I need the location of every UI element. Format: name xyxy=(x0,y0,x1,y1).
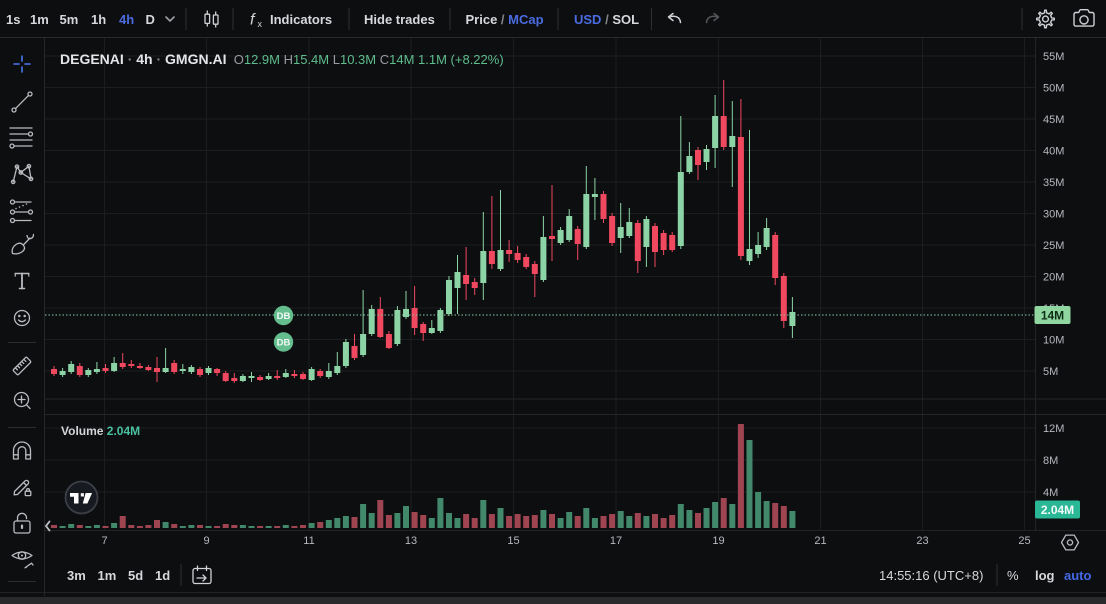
svg-text:5M: 5M xyxy=(1043,366,1058,378)
svg-text:2.04M: 2.04M xyxy=(1041,503,1074,517)
svg-text:f: f xyxy=(250,12,256,29)
svg-text:50M: 50M xyxy=(1043,83,1064,95)
svg-text:4M: 4M xyxy=(1043,487,1058,499)
svg-text:8M: 8M xyxy=(1043,455,1058,467)
svg-text:20M: 20M xyxy=(1043,272,1064,284)
svg-text:45M: 45M xyxy=(1043,114,1064,126)
svg-text:DB: DB xyxy=(277,311,291,322)
svg-text:40M: 40M xyxy=(1043,146,1064,158)
svg-text:12M: 12M xyxy=(1043,423,1064,435)
svg-text:x: x xyxy=(258,19,263,29)
svg-text:55M: 55M xyxy=(1043,51,1064,63)
svg-text:10M: 10M xyxy=(1043,335,1064,347)
svg-text:30M: 30M xyxy=(1043,209,1064,221)
svg-text:35M: 35M xyxy=(1043,177,1064,189)
svg-text:25M: 25M xyxy=(1043,240,1064,252)
svg-text:DB: DB xyxy=(277,337,291,348)
svg-text:14M: 14M xyxy=(1041,309,1064,323)
